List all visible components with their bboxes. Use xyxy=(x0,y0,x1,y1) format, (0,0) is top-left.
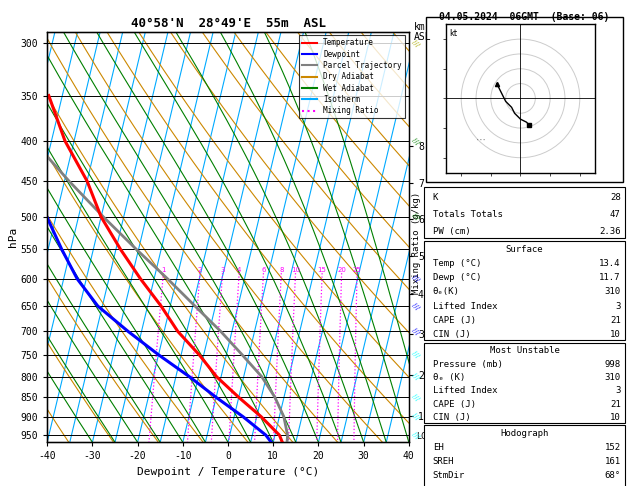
Text: 310: 310 xyxy=(604,373,621,382)
Bar xyxy=(426,17,623,182)
Text: ///: /// xyxy=(411,393,420,402)
Text: Lifted Index: Lifted Index xyxy=(433,301,497,311)
Text: CIN (J): CIN (J) xyxy=(433,330,470,339)
Text: EH: EH xyxy=(433,443,443,452)
Text: ///: /// xyxy=(411,412,420,421)
Text: ///: /// xyxy=(411,301,420,311)
Text: 8: 8 xyxy=(279,267,284,273)
Text: ///: /// xyxy=(411,431,420,440)
Legend: Temperature, Dewpoint, Parcel Trajectory, Dry Adiabat, Wet Adiabat, Isotherm, Mi: Temperature, Dewpoint, Parcel Trajectory… xyxy=(299,35,405,118)
Bar xyxy=(425,187,625,238)
Text: CAPE (J): CAPE (J) xyxy=(433,399,476,409)
Text: 20: 20 xyxy=(337,267,346,273)
Text: 21: 21 xyxy=(610,316,621,325)
Text: ///: /// xyxy=(411,38,420,48)
Text: 68°: 68° xyxy=(604,471,621,481)
Text: Totals Totals: Totals Totals xyxy=(433,210,503,219)
Y-axis label: hPa: hPa xyxy=(8,227,18,247)
Text: 1: 1 xyxy=(161,267,165,273)
Text: θₑ(K): θₑ(K) xyxy=(433,287,460,296)
Text: Dewp (°C): Dewp (°C) xyxy=(433,273,481,282)
Text: 28: 28 xyxy=(610,193,621,202)
Title: 40°58'N  28°49'E  55m  ASL: 40°58'N 28°49'E 55m ASL xyxy=(130,17,326,31)
Text: 152: 152 xyxy=(604,443,621,452)
Text: 10: 10 xyxy=(610,413,621,422)
Text: 3: 3 xyxy=(615,301,621,311)
Text: km: km xyxy=(414,22,426,32)
Text: ///: /// xyxy=(411,327,420,336)
Text: Pressure (mb): Pressure (mb) xyxy=(433,360,503,368)
Text: 6: 6 xyxy=(261,267,265,273)
Text: CAPE (J): CAPE (J) xyxy=(433,316,476,325)
Text: 11.7: 11.7 xyxy=(599,273,621,282)
Bar xyxy=(425,241,625,340)
Text: 998: 998 xyxy=(604,360,621,368)
Text: 2.36: 2.36 xyxy=(599,227,621,236)
Text: ⋯: ⋯ xyxy=(476,135,486,145)
Text: StmDir: StmDir xyxy=(433,471,465,481)
Text: 2: 2 xyxy=(198,267,202,273)
Text: ///: /// xyxy=(411,212,420,222)
Text: 25: 25 xyxy=(353,267,362,273)
Text: ///: /// xyxy=(411,350,420,360)
Bar xyxy=(425,425,625,486)
Text: K: K xyxy=(433,193,438,202)
Text: 47: 47 xyxy=(610,210,621,219)
Text: Most Unstable: Most Unstable xyxy=(489,346,560,355)
Text: Mixing Ratio (g/kg): Mixing Ratio (g/kg) xyxy=(412,192,421,294)
Text: 13.4: 13.4 xyxy=(599,259,621,268)
Text: ///: /// xyxy=(411,372,420,382)
Text: 161: 161 xyxy=(604,457,621,467)
Text: LCL: LCL xyxy=(416,433,431,441)
Text: CIN (J): CIN (J) xyxy=(433,413,470,422)
Text: 10: 10 xyxy=(610,330,621,339)
Text: Surface: Surface xyxy=(506,244,543,254)
Text: SREH: SREH xyxy=(433,457,454,467)
Text: ///: /// xyxy=(411,137,420,146)
Text: 4: 4 xyxy=(237,267,242,273)
Text: 3: 3 xyxy=(220,267,225,273)
Text: ///: /// xyxy=(411,274,420,283)
Text: 3: 3 xyxy=(615,386,621,395)
Text: 10: 10 xyxy=(291,267,300,273)
X-axis label: Dewpoint / Temperature (°C): Dewpoint / Temperature (°C) xyxy=(137,467,319,477)
Text: Temp (°C): Temp (°C) xyxy=(433,259,481,268)
Text: Hodograph: Hodograph xyxy=(501,429,548,438)
Text: kt: kt xyxy=(449,29,457,38)
Text: Lifted Index: Lifted Index xyxy=(433,386,497,395)
Text: 310: 310 xyxy=(604,287,621,296)
Text: 04.05.2024  06GMT  (Base: 06): 04.05.2024 06GMT (Base: 06) xyxy=(440,12,610,22)
Text: θₑ (K): θₑ (K) xyxy=(433,373,465,382)
Text: 15: 15 xyxy=(318,267,326,273)
Text: ASL: ASL xyxy=(414,32,431,42)
Text: 21: 21 xyxy=(610,399,621,409)
Text: PW (cm): PW (cm) xyxy=(433,227,470,236)
Bar xyxy=(425,343,625,423)
